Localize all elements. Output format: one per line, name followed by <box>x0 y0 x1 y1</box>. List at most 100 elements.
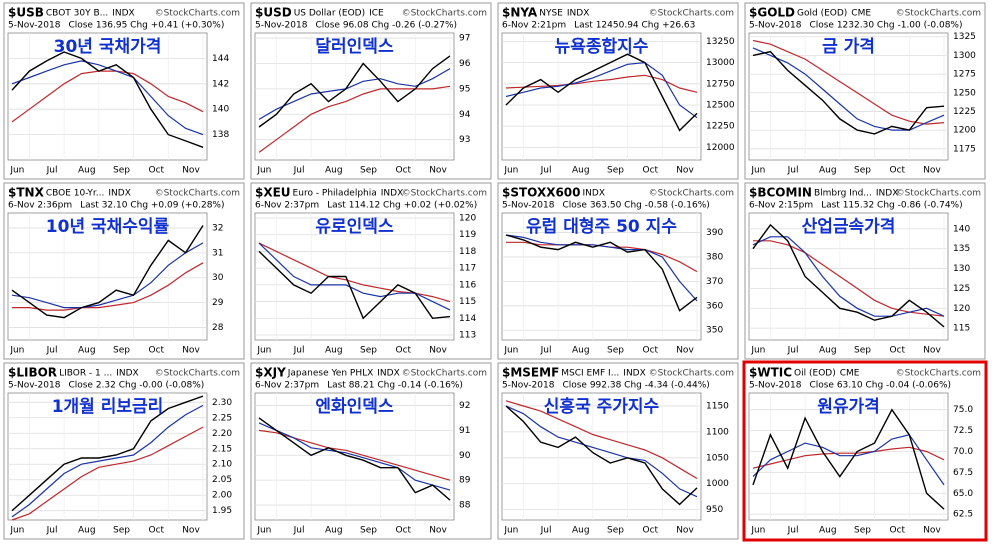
y-tick-label: 2.00 <box>212 491 232 501</box>
price-line <box>258 55 451 128</box>
annotation: 신흥국 주가지수 <box>544 396 660 417</box>
symbol: $XEU <box>255 186 291 200</box>
x-tick-label: Jul <box>293 526 305 536</box>
y-tick-label: 72.5 <box>953 426 973 436</box>
x-tick-label: Nov <box>923 346 941 356</box>
chart-panel: $STOXX600 INDX ©StockCharts.com 5-Nov-2018 C… <box>497 182 739 360</box>
y-tick-label: 1150 <box>706 401 729 411</box>
y-tick-label: 97 <box>459 34 470 44</box>
annotation: 유로인덱스 <box>315 217 394 237</box>
moving-average <box>752 434 945 486</box>
y-tick-label: 13000 <box>706 58 735 68</box>
exchange: INDX <box>108 189 130 199</box>
x-tick-label: Sep <box>360 346 377 356</box>
x-tick-label: Sep <box>854 346 871 356</box>
source: ©StockCharts.com <box>155 9 240 19</box>
x-tick-label: Jul <box>293 166 305 176</box>
description: CBOT 30Y B... <box>46 9 108 19</box>
quote: Close 992.38 Chg -4.34 (-0.44%) <box>562 381 709 391</box>
description: Blmbrg Ind... <box>814 189 872 199</box>
y-tick-label: 88 <box>459 501 471 511</box>
moving-average <box>11 70 204 123</box>
price-line <box>505 53 698 132</box>
x-tick-label: Jul <box>540 526 552 536</box>
y-tick-label: 390 <box>706 228 723 238</box>
y-tick-label: 1.95 <box>212 506 232 516</box>
x-tick-label: Jun <box>9 166 24 176</box>
y-tick-label: 12000 <box>706 143 735 153</box>
x-tick-label: Oct <box>148 166 164 176</box>
y-tick-label: 93 <box>459 135 470 145</box>
y-tick-label: 142 <box>212 79 229 89</box>
y-tick-label: 144 <box>212 54 229 64</box>
y-tick-label: 113 <box>459 330 476 340</box>
x-tick-label: Jun <box>750 166 765 176</box>
y-tick-label: 1050 <box>706 453 729 463</box>
annotation: 30년 국채가격 <box>54 37 162 57</box>
x-tick-label: Sep <box>360 526 377 536</box>
y-tick-label: 120 <box>459 214 476 224</box>
y-tick-label: 12250 <box>706 122 735 132</box>
y-tick-label: 1200 <box>953 126 976 136</box>
plot-area <box>501 392 702 521</box>
x-tick-label: Sep <box>113 166 130 176</box>
chart-panel: $BCOMIN Blmbrg Ind... INDX©StockCharts.com… <box>744 182 986 360</box>
y-tick-label: 89 <box>459 476 471 486</box>
plot-area <box>7 212 208 341</box>
x-tick-label: Nov <box>676 166 694 176</box>
x-tick-label: Jul <box>787 346 799 356</box>
price-line <box>258 417 451 501</box>
x-tick-label: Nov <box>429 526 447 536</box>
moving-average <box>258 422 451 491</box>
date: 5-Nov-2018 <box>255 21 308 31</box>
quote: Last 115.32 Chg -0.86 (-0.74%) <box>821 201 963 211</box>
x-tick-label: Aug <box>78 346 96 356</box>
quote: Close 136.95 Chg +0.41 (+0.30%) <box>68 21 224 31</box>
panel-frame <box>250 182 492 360</box>
exchange: INDX <box>377 369 399 379</box>
x-tick-label: Sep <box>113 526 130 536</box>
x-tick-label: Jul <box>540 346 552 356</box>
y-tick-label: 2.25 <box>212 413 232 423</box>
quote: Close 2.32 Chg -0.00 (-0.08%) <box>68 381 204 391</box>
y-tick-label: 140 <box>212 105 229 115</box>
y-tick-label: 1325 <box>953 32 976 42</box>
plot-area <box>748 212 949 341</box>
exchange: INDX <box>112 9 134 19</box>
y-tick-label: 75.0 <box>953 405 973 415</box>
moving-average <box>752 236 945 317</box>
x-tick-label: Oct <box>395 526 411 536</box>
x-tick-label: Jun <box>750 526 765 536</box>
date: 6-Nov 2:21pm <box>502 21 566 31</box>
exchange: INDX <box>623 369 645 379</box>
y-tick-label: 91 <box>459 426 470 436</box>
symbol: $STOXX600 <box>502 186 581 200</box>
x-tick-label: Oct <box>889 166 905 176</box>
y-tick-label: 96 <box>459 59 471 69</box>
moving-average <box>752 39 945 125</box>
chart-panel: $NYA NYSE INDX ©StockCharts.com 6-Nov 2:21pm… <box>497 2 739 180</box>
y-tick-label: 138 <box>212 130 229 140</box>
y-tick-label: 140 <box>953 224 970 234</box>
exchange: INDX <box>381 189 403 199</box>
x-tick-label: Oct <box>148 526 164 536</box>
plot-area <box>254 212 455 341</box>
source: ©StockCharts.com <box>649 189 734 199</box>
moving-average <box>753 240 945 317</box>
panel-frame <box>3 2 245 180</box>
y-tick-label: 120 <box>953 304 970 314</box>
x-tick-label: Nov <box>182 166 200 176</box>
moving-average <box>11 404 204 518</box>
annotation: 산업금속가격 <box>802 217 896 237</box>
x-tick-label: Jun <box>503 526 518 536</box>
chart-panel: $LIBOR LIBOR - 1 ... INDX ©StockCharts.com 5… <box>3 362 245 540</box>
y-tick-label: 92 <box>459 401 470 411</box>
panel-frame <box>497 2 739 180</box>
y-tick-label: 13250 <box>706 37 735 47</box>
plot-area <box>7 32 208 161</box>
y-tick-label: 31 <box>212 248 223 258</box>
date: 6-Nov 2:37pm <box>255 381 319 391</box>
x-tick-label: Jul <box>787 526 799 536</box>
panel-frame <box>250 2 492 180</box>
date: 6-Nov 2:37pm <box>255 201 319 211</box>
